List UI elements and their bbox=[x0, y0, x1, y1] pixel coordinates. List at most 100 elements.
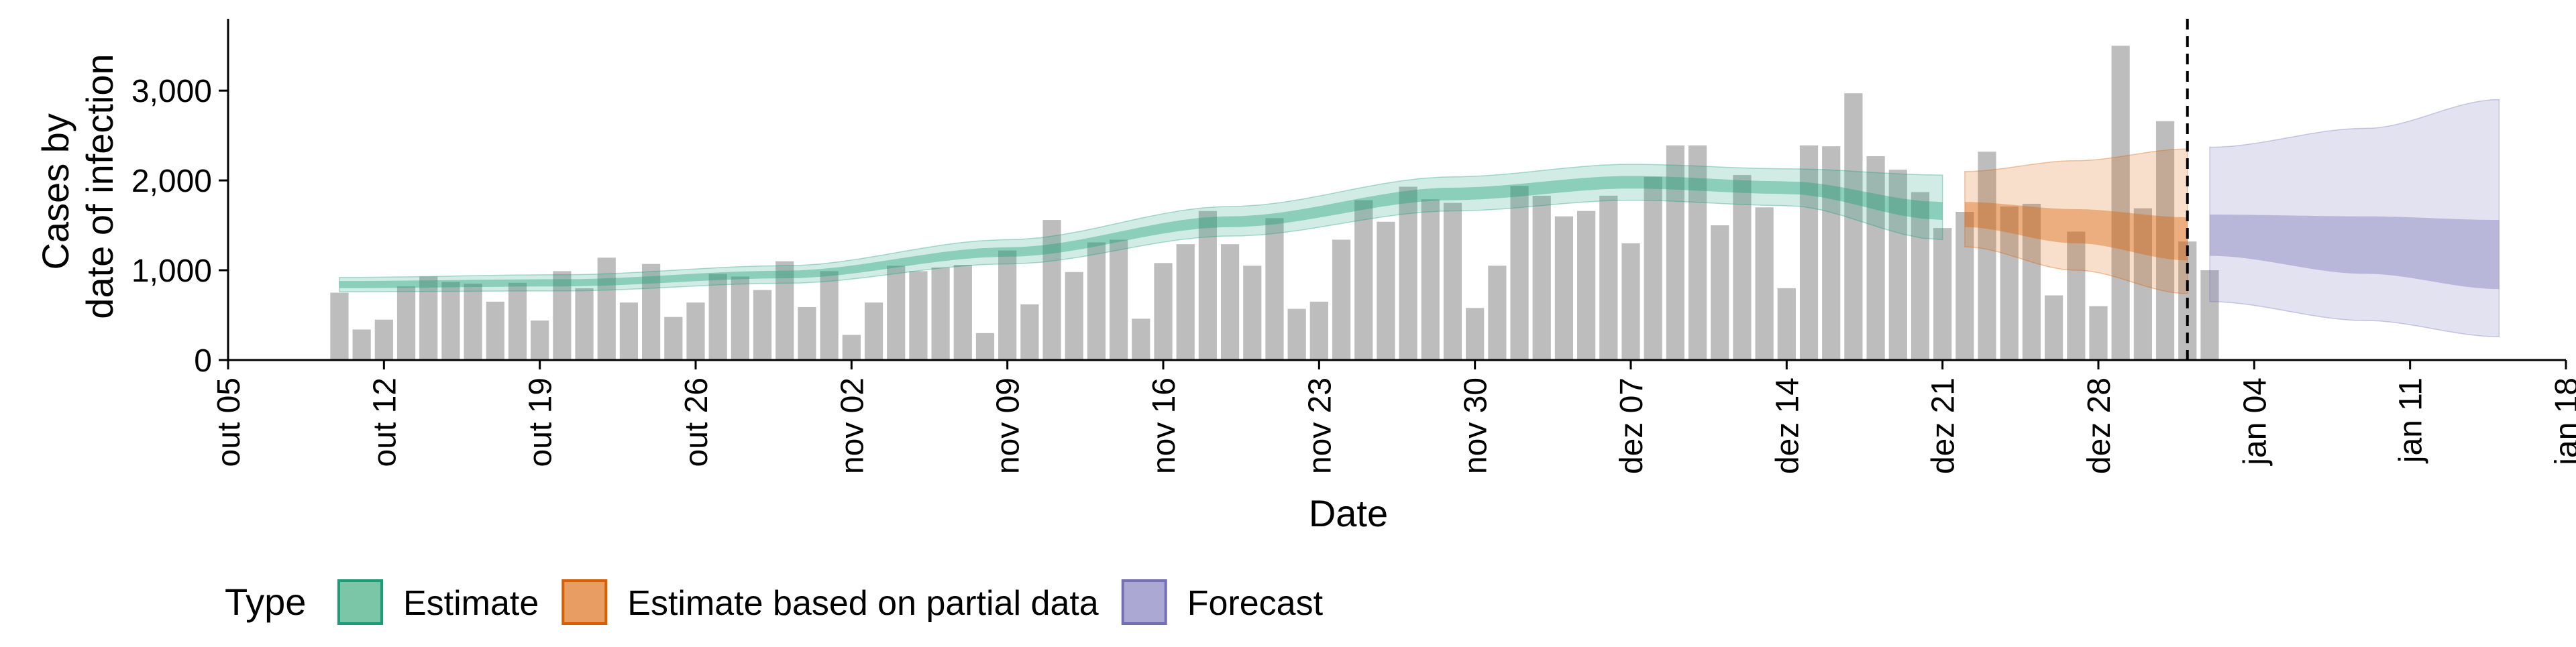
legend-swatch-forecast bbox=[1121, 579, 1167, 625]
bar bbox=[1933, 228, 1952, 360]
bar bbox=[1822, 146, 1841, 360]
bar bbox=[1220, 244, 1240, 360]
x-tick-label: out 19 bbox=[523, 377, 559, 467]
bar bbox=[1510, 186, 1529, 360]
bar bbox=[2067, 231, 2086, 360]
y-tick-label: 3,000 bbox=[131, 74, 212, 109]
bar bbox=[1733, 175, 1752, 360]
bar bbox=[1421, 199, 1440, 360]
bar bbox=[441, 282, 460, 360]
bar bbox=[2200, 270, 2219, 360]
x-tick-label: nov 30 bbox=[1458, 377, 1494, 474]
bar bbox=[2000, 206, 2019, 360]
bar bbox=[753, 290, 772, 360]
bar bbox=[1243, 266, 1262, 360]
bar bbox=[820, 271, 839, 360]
x-ticks: out 05 out 12 out 19 out 26 nov 02 nov 09 nov … bbox=[211, 360, 2576, 474]
x-tick-label: jan 04 bbox=[2237, 377, 2273, 467]
bar bbox=[1955, 211, 1974, 360]
bar bbox=[2089, 306, 2108, 360]
bar bbox=[708, 274, 727, 360]
bar bbox=[396, 286, 416, 360]
x-tick-label: nov 02 bbox=[835, 377, 870, 474]
bar bbox=[464, 284, 482, 360]
bar bbox=[931, 268, 950, 360]
bar bbox=[2133, 208, 2152, 360]
bar bbox=[1399, 186, 1417, 360]
y-tick-label: 2,000 bbox=[131, 164, 212, 199]
bar bbox=[1020, 304, 1039, 360]
bar bbox=[1621, 243, 1640, 360]
forecast-outer-band bbox=[2209, 99, 2500, 337]
x-tick-label: dez 07 bbox=[1614, 377, 1650, 474]
bar bbox=[1466, 308, 1485, 360]
y-axis-title-line-2: date of infection bbox=[78, 54, 121, 318]
bar bbox=[975, 333, 995, 360]
bar bbox=[775, 261, 794, 360]
bar bbox=[1554, 216, 1574, 360]
legend: Type Estimate Estimate based on partial d… bbox=[225, 579, 1324, 625]
y-axis-title: Cases by date of infection bbox=[34, 54, 121, 318]
x-tick-label: nov 16 bbox=[1146, 377, 1182, 474]
bar bbox=[731, 276, 749, 360]
legend-title: Type bbox=[225, 581, 306, 623]
bar bbox=[597, 257, 616, 360]
bar bbox=[1309, 301, 1328, 360]
bar bbox=[1888, 170, 1907, 360]
bar bbox=[1042, 220, 1061, 360]
bar bbox=[1377, 221, 1395, 360]
bar bbox=[531, 320, 549, 360]
y-axis-title-line-1: Cases by bbox=[34, 113, 76, 270]
bar bbox=[553, 271, 572, 360]
bar bbox=[842, 335, 861, 360]
bar bbox=[664, 316, 683, 360]
forecast-inner-band bbox=[2210, 215, 2500, 290]
x-tick-label: out 12 bbox=[367, 377, 402, 467]
bar bbox=[1488, 266, 1507, 360]
bar bbox=[2155, 121, 2175, 360]
bar bbox=[1287, 308, 1306, 360]
x-tick-label: jan 18 bbox=[2549, 377, 2576, 467]
bar bbox=[686, 302, 705, 360]
ribbons-layer bbox=[339, 99, 2500, 337]
bar bbox=[374, 319, 393, 360]
bar bbox=[1799, 145, 1819, 360]
bar bbox=[1777, 288, 1796, 360]
bar bbox=[1154, 263, 1173, 360]
bar bbox=[1132, 318, 1150, 360]
estimate-based-on-partial-data-inner-band bbox=[1964, 202, 2188, 261]
bar bbox=[1844, 93, 1863, 360]
bar bbox=[1711, 225, 1729, 360]
bar bbox=[486, 301, 504, 360]
bar bbox=[1911, 192, 1930, 360]
x-tick-label: out 05 bbox=[211, 377, 247, 467]
bar bbox=[1599, 195, 1618, 360]
estimate-outer-band bbox=[339, 164, 1943, 292]
bars-layer bbox=[330, 46, 2219, 361]
x-tick-label: dez 14 bbox=[1770, 377, 1805, 474]
bar bbox=[1443, 202, 1462, 360]
bar bbox=[1110, 239, 1128, 360]
bar bbox=[575, 288, 594, 360]
bar bbox=[419, 276, 438, 360]
bar bbox=[1644, 176, 1662, 360]
bar bbox=[1866, 156, 1885, 361]
legend-label-estimate: Estimate bbox=[403, 584, 539, 623]
bar bbox=[1666, 145, 1684, 360]
bar bbox=[1978, 152, 1996, 360]
estimate-based-on-partial-data-outer-band bbox=[1964, 148, 2188, 294]
y-tick-label: 1,000 bbox=[131, 253, 212, 289]
y-ticks: 0 1,000 2,000 3,000 bbox=[131, 74, 228, 379]
bar bbox=[1688, 145, 1707, 360]
bar bbox=[2045, 295, 2063, 360]
bar bbox=[642, 263, 661, 360]
bar bbox=[330, 292, 349, 360]
legend-swatch-estimate bbox=[337, 579, 383, 625]
bar bbox=[1532, 195, 1551, 360]
legend-swatch-estimate-based-on-partial-data bbox=[561, 579, 608, 625]
x-tick-label: nov 09 bbox=[991, 377, 1026, 474]
bar bbox=[2111, 46, 2130, 361]
bar bbox=[887, 266, 906, 360]
